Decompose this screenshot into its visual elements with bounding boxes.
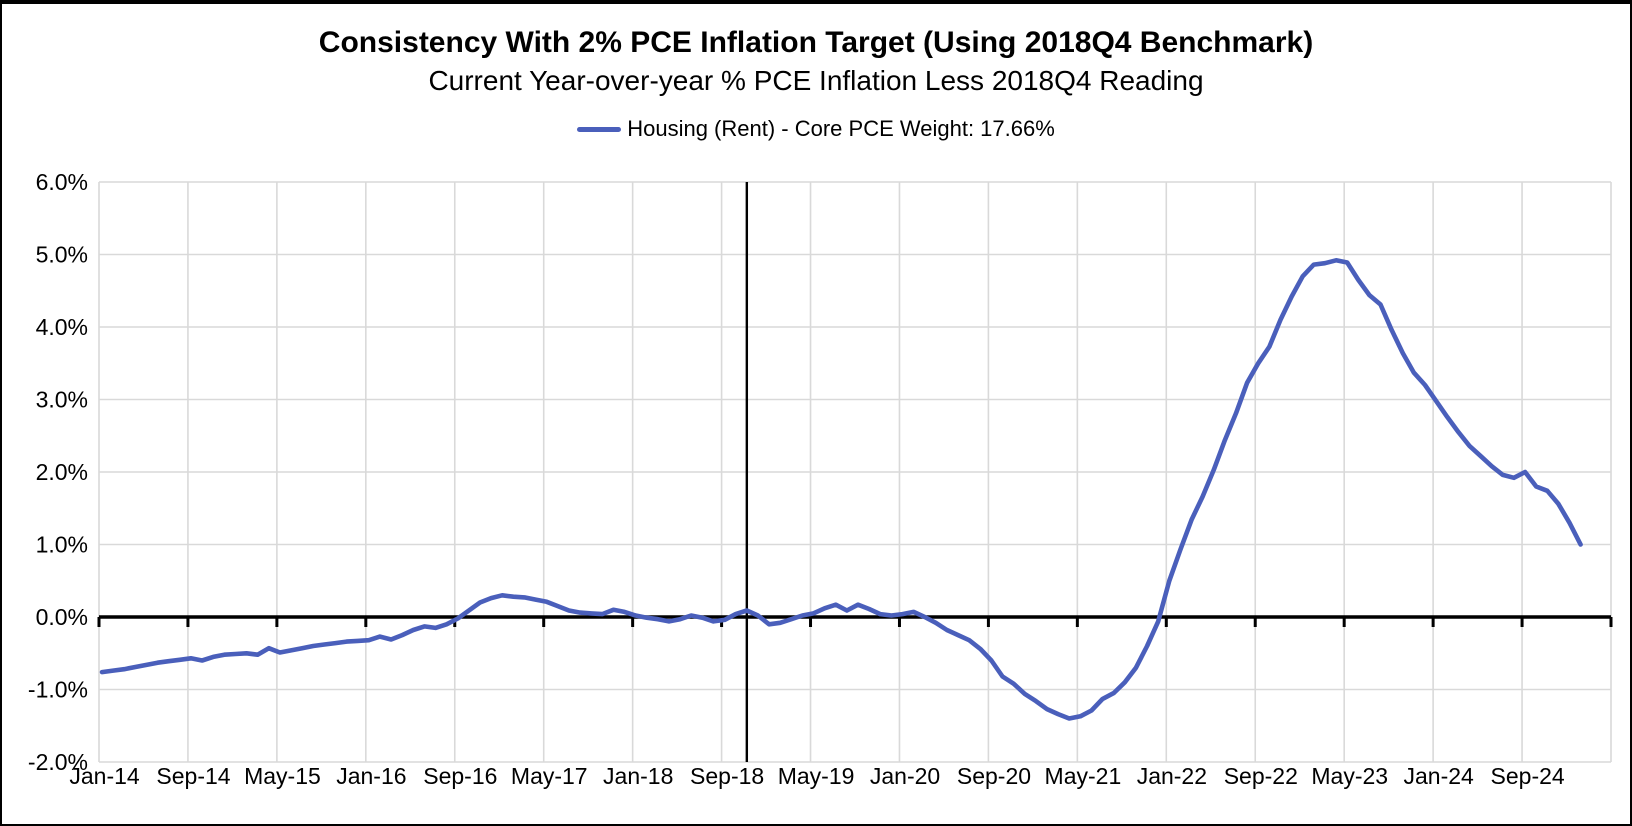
x-axis-labels: Jan-14 Sep-14 May-15 Jan-16 Sep-16 May-17 Jan-… <box>69 763 1565 789</box>
line-chart: 6.0%5.0%4.0%3.0%2.0%1.0%0.0%-1.0%-2.0%Ja… <box>28 169 1613 789</box>
x-axis-tick-label: May-21 <box>1045 763 1122 789</box>
x-axis-tick-label: Sep-14 <box>156 763 230 789</box>
vertical-gridlines <box>98 182 1612 762</box>
x-axis-tick-label: May-23 <box>1311 763 1388 789</box>
x-axis-tick-label: May-17 <box>511 763 588 789</box>
x-axis-tick-label: Jan-14 <box>69 763 140 789</box>
legend-label: Housing (Rent) - Core PCE Weight: 17.66% <box>627 116 1055 141</box>
y-axis-tick-label: 6.0% <box>36 169 88 195</box>
x-axis-tick-label: Sep-16 <box>423 763 497 789</box>
legend-line-marker <box>577 126 622 132</box>
x-axis-tick-label: Sep-22 <box>1224 763 1298 789</box>
legend: Housing (Rent) - Core PCE Weight: 17.66% <box>2 116 1630 142</box>
y-axis-tick-label: -1.0% <box>28 677 88 703</box>
x-axis-tick-label: Jan-18 <box>603 763 673 789</box>
x-axis-tick-label: Jan-24 <box>1404 763 1475 789</box>
x-axis-tick-label: May-19 <box>778 763 855 789</box>
x-axis-tick-label: Jan-22 <box>1137 763 1207 789</box>
y-axis-tick-label: 5.0% <box>36 242 88 268</box>
y-axis-tick-label: 3.0% <box>36 387 88 413</box>
y-axis-tick-label: 2.0% <box>36 459 88 485</box>
zero-axis <box>97 615 1613 627</box>
y-axis-tick-label: 4.0% <box>36 314 88 340</box>
chart-title: Consistency With 2% PCE Inflation Target… <box>318 26 1314 59</box>
y-axis-labels: 6.0% 5.0% 4.0% 3.0% 2.0% 1.0% 0.0% -1.0% -2.0% <box>28 169 88 775</box>
housing-rent-series-line <box>99 257 1583 721</box>
y-axis-tick-label: 0.0% <box>36 604 88 630</box>
chart-subtitle: Current Year-over-year % PCE Inflation L… <box>428 65 1204 96</box>
x-axis-tick-label: Sep-20 <box>957 763 1031 789</box>
x-axis-tick-label: Jan-16 <box>336 763 406 789</box>
y-axis-tick-label: -2.0% <box>28 749 88 775</box>
horizontal-gridlines <box>99 181 1611 763</box>
x-axis-tick-label: May-15 <box>244 763 321 789</box>
x-axis-tick-label: Sep-18 <box>690 763 764 789</box>
x-axis-tick-label: Jan-20 <box>870 763 940 789</box>
x-axis-tick-label: Sep-24 <box>1491 763 1565 789</box>
y-axis-tick-label: 1.0% <box>36 532 88 558</box>
